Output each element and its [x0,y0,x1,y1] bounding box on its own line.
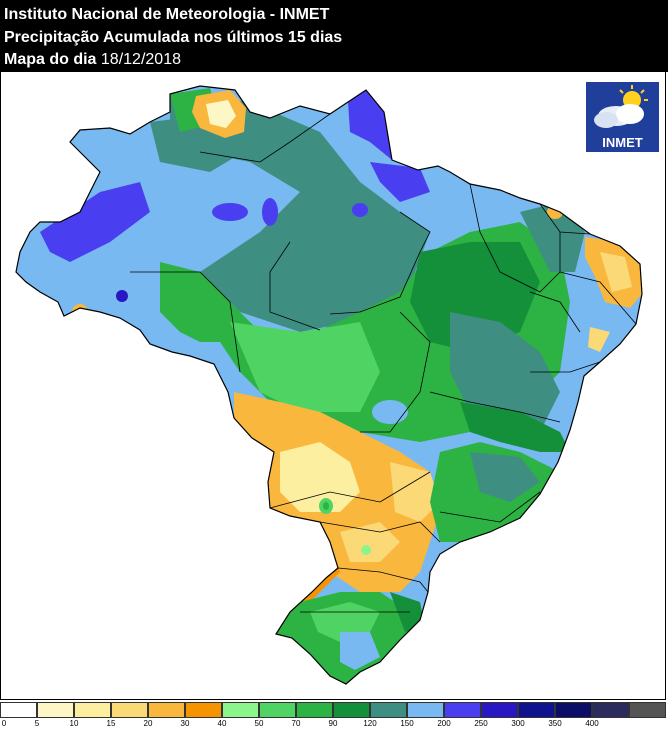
legend-swatch [0,702,37,718]
map-title: Precipitação Acumulada nos últimos 15 di… [4,29,343,46]
legend-swatch [111,702,148,718]
legend-swatch [185,702,222,718]
precipitation-fields [16,86,642,684]
state-borders [15,85,643,685]
legend-swatch [333,702,370,718]
map-header: Instituto Nacional de Meteorologia - INM… [0,0,668,72]
legend-tick-label: 30 [180,719,190,728]
legend-tick-label: 250 [474,719,488,728]
legend-tick-label: 400 [585,719,599,728]
legend-tick-label: 70 [291,719,301,728]
legend-swatch [592,702,629,718]
map-date-label: Mapa do dia [4,51,97,68]
precipitation-map [15,85,643,685]
legend-swatch [444,702,481,718]
legend-tick-label: 50 [254,719,264,728]
legend-tick-label: 90 [328,719,338,728]
legend-tick-label: 15 [106,719,116,728]
legend-swatch [407,702,444,718]
legend-tick-label: 300 [511,719,525,728]
legend-swatch [259,702,296,718]
legend-tick-label: 10 [69,719,79,728]
legend-swatch [629,702,666,718]
map-date-line: Mapa do dia 18/12/2018 [4,50,181,70]
legend-swatch [370,702,407,718]
legend-tick-label: 0 [1,719,7,728]
precipitation-legend: 0 5 10 15 20 30 40 50 70 90 120 150 200 250 300 350 400 [0,702,668,731]
inmet-logo: INMET [586,82,659,152]
legend-swatch [222,702,259,718]
legend-swatch [518,702,555,718]
map-frame [0,72,666,700]
legend-tick-label: 150 [400,719,414,728]
legend-tick-label: 200 [437,719,451,728]
legend-tick-label: 350 [548,719,562,728]
legend-tick-label: 5 [34,719,40,728]
legend-tick-label: 40 [217,719,227,728]
institute-title: Instituto Nacional de Meteorologia - INM… [4,6,330,23]
legend-tick-label: 120 [363,719,377,728]
legend-swatch [296,702,333,718]
map-date: 18/12/2018 [100,51,181,68]
inmet-logo-text: INMET [602,135,643,150]
legend-swatch [37,702,74,718]
legend-swatch [555,702,592,718]
legend-tick-label: 20 [143,719,153,728]
sun-cloud-icon [594,85,648,128]
legend-swatch [74,702,111,718]
legend-swatch [148,702,185,718]
legend-swatch [481,702,518,718]
